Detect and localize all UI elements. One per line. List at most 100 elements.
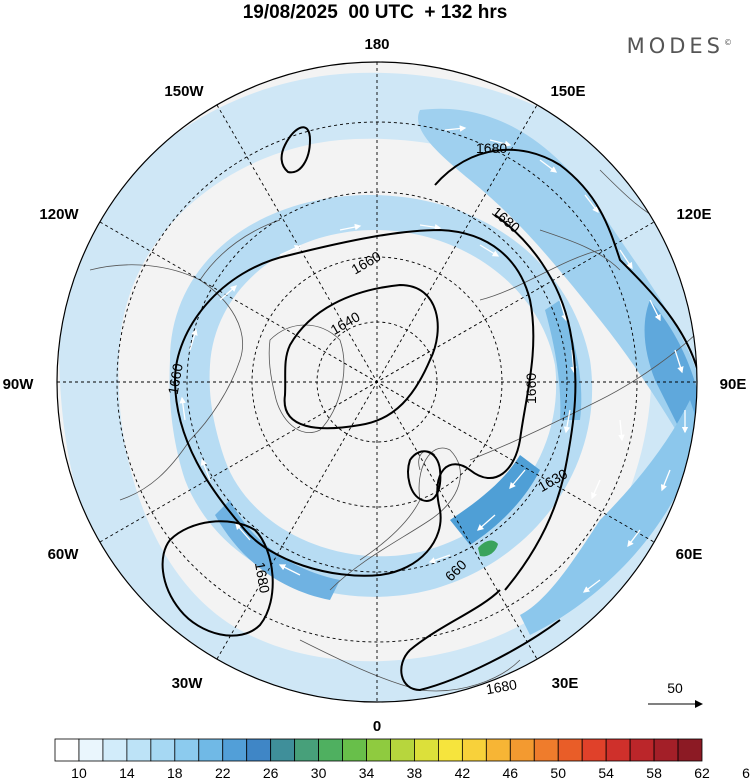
jet-siberia-core (545, 300, 582, 420)
colorbar-swatch (533, 738, 559, 762)
colorbar-swatch (342, 738, 367, 762)
lon-label-30w: 30W (172, 675, 204, 692)
wind-arrow (627, 529, 641, 548)
colorbar-swatch (270, 738, 296, 762)
contour-1680-left (161, 520, 274, 637)
contour-label: 1680 (476, 140, 507, 156)
colorbar-swatch (485, 738, 511, 762)
lon-label-120w: 120W (39, 206, 79, 223)
wind-arrow (509, 469, 526, 489)
colorbar-swatch (557, 738, 583, 762)
coast-north-america (89, 219, 281, 501)
jet-atlantic-core (215, 500, 340, 600)
contour-scandinavia-cell (407, 450, 442, 502)
contour-1660 (173, 228, 535, 577)
contour-pacific-cell (280, 126, 312, 174)
lon-label-150w: 150W (164, 83, 204, 100)
wind-speed-shading (58, 72, 697, 702)
colorbar-swatch (653, 738, 679, 762)
colorbar-swatch (246, 738, 272, 762)
brand-mark: © (724, 38, 732, 47)
colorbar-tick-label: 62 (694, 765, 710, 781)
colorbar (54, 738, 703, 762)
colorbar-tick-label: 10 (71, 765, 87, 781)
wind-arrow (479, 244, 500, 257)
wind-arrow (200, 458, 211, 481)
colorbar-swatch (677, 738, 703, 762)
colorbar-swatch (366, 738, 391, 762)
colorbar-swatch (150, 738, 176, 762)
jet-green-patch (478, 540, 498, 557)
colorbar-swatch (78, 738, 104, 762)
wind-arrow (660, 469, 671, 492)
map-border (56, 61, 698, 703)
colorbar-swatch (126, 738, 152, 762)
lon-label-150e: 150E (550, 83, 585, 100)
jet-europe-core (450, 455, 540, 545)
contour-1640 (283, 283, 439, 430)
wind-arrow (559, 299, 568, 322)
colorbar-swatch (198, 738, 224, 762)
reference-vector-label: 50 (667, 680, 683, 696)
chart-title: 19/08/2025 00 UTC + 132 hrs (242, 2, 508, 23)
contour-1680-right (400, 148, 697, 692)
lon-label-0: 0 (373, 718, 381, 735)
wind-arrow (570, 349, 577, 374)
contour-label: 1660 (523, 373, 539, 404)
wind-arrow (563, 409, 571, 434)
colorbar-swatch (222, 738, 248, 762)
contour-1660-east (494, 214, 577, 591)
wind-arrow (279, 245, 302, 256)
wind-arrow (489, 139, 512, 147)
lon-label-30e: 30E (552, 675, 579, 692)
wind-arrow (619, 249, 633, 270)
colorbar-swatch (509, 738, 535, 762)
wind-arrow (444, 125, 467, 132)
colorbar-swatch (461, 738, 487, 762)
lon-label-60w: 60W (48, 546, 80, 563)
brand-logo: MODES© (627, 34, 732, 58)
coast-greenland (268, 324, 345, 433)
wind-arrow (477, 514, 496, 531)
contour-label: 1680 (485, 676, 519, 697)
lon-label-120e: 120E (676, 206, 711, 223)
lon-label-60e: 60E (676, 546, 703, 563)
coast-asia (469, 249, 697, 461)
colorbar-swatch (318, 738, 343, 762)
longitude-labels: 180 0 90W 90E 150W 120W 60W 30W 150E 120… (3, 36, 747, 735)
brand-name: MODES (626, 34, 724, 58)
colorbar-swatch (390, 738, 415, 762)
colorbar-tick-label: 58 (646, 765, 662, 781)
colorbar-swatch (605, 738, 631, 762)
wind-arrow (419, 224, 442, 231)
height-contours (161, 126, 697, 692)
colorbar-swatch (174, 738, 200, 762)
wind-arrow (674, 349, 684, 374)
wind-arrow (278, 564, 301, 576)
contour-label: 1660 (165, 362, 186, 396)
wind-arrow (582, 579, 601, 593)
wind-arrow (179, 396, 186, 421)
wind-arrow (618, 419, 625, 442)
colorbar-tick-label: 54 (598, 765, 614, 781)
lon-label-90w: 90W (3, 376, 35, 393)
lon-label-180: 180 (364, 36, 389, 53)
wind-arrow (584, 194, 599, 214)
colorbar-swatch (414, 738, 439, 762)
colorbar-tick-label: 22 (215, 765, 231, 781)
colorbar-swatch (581, 738, 607, 762)
colorbar-swatch (438, 738, 463, 762)
colorbar-tick-label: 38 (407, 765, 423, 781)
colorbar-tick-label: 42 (455, 765, 471, 781)
meridian-30w-150e (216, 104, 538, 660)
graticule (57, 62, 697, 702)
colorbar-tick-label: 26 (263, 765, 279, 781)
wind-arrow (591, 479, 601, 500)
colorbar-ticks: 10141822263034384246505458626670 (71, 765, 750, 781)
wind-arrow (649, 299, 661, 322)
reference-vector: 50 (648, 680, 703, 708)
wind-arrow (235, 523, 251, 541)
colorbar-swatch (629, 738, 655, 762)
colorbar-tick-label: 18 (167, 765, 183, 781)
